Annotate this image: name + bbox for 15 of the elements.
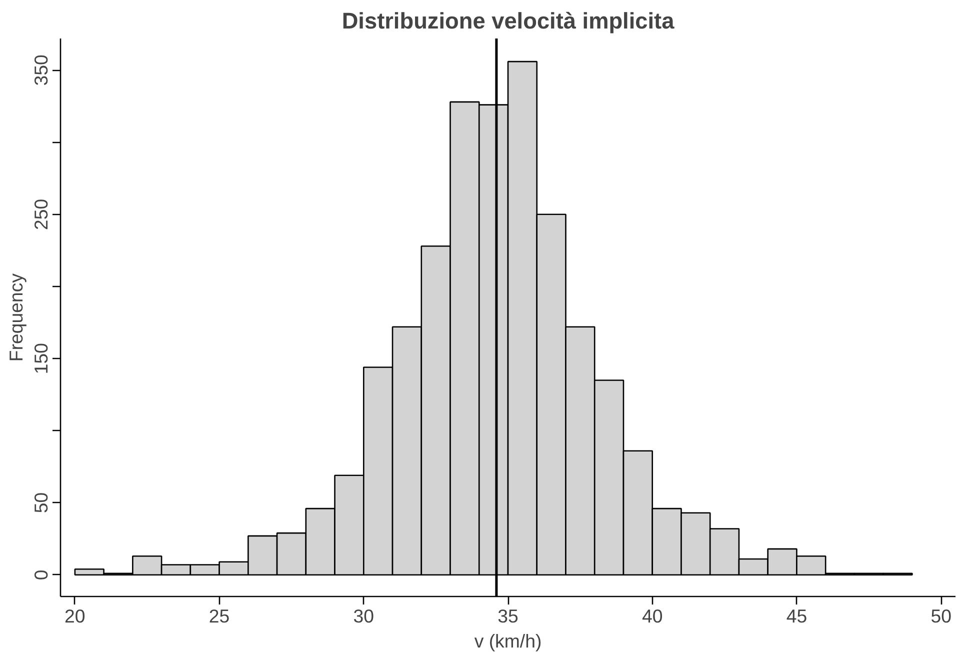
y-tick-label: 50 [30, 492, 52, 514]
x-tick-label: 40 [642, 606, 663, 626]
y-tick-label: 350 [30, 54, 52, 86]
chart-title: Distribuzione velocità implicita [342, 8, 675, 34]
y-tick-label: 250 [30, 198, 52, 230]
x-tick-label: 35 [498, 606, 518, 626]
x-tick-label: 30 [353, 606, 374, 626]
x-tick-label: 50 [930, 606, 952, 626]
x-tick-label: 20 [64, 606, 86, 626]
x-tick-label: 25 [208, 606, 230, 626]
y-tick-label: 0 [30, 570, 52, 580]
y-axis-title: Frequency [6, 272, 26, 362]
x-tick-label: 45 [786, 606, 808, 626]
y-tick-label: 150 [30, 343, 52, 374]
x-axis-title: v (km/h) [474, 630, 542, 652]
